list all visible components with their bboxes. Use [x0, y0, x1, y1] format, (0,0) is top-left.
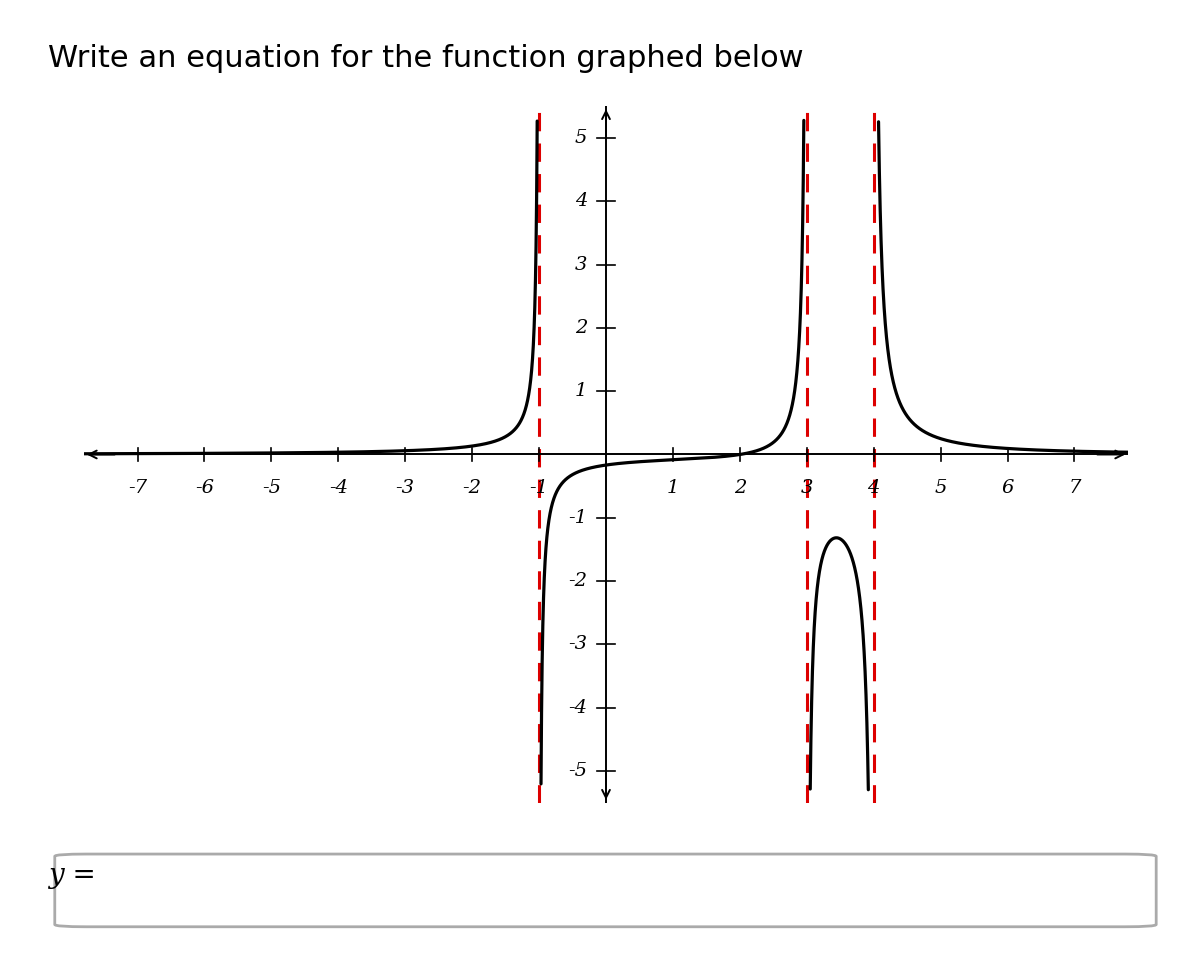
Text: 2: 2 — [575, 319, 587, 337]
Text: 5: 5 — [935, 479, 947, 496]
Text: 2: 2 — [733, 479, 746, 496]
Text: -7: -7 — [128, 479, 148, 496]
Text: 7: 7 — [1068, 479, 1081, 496]
Text: -2: -2 — [463, 479, 481, 496]
Text: -4: -4 — [569, 699, 587, 717]
Text: -2: -2 — [569, 572, 587, 590]
Text: -1: -1 — [529, 479, 548, 496]
Text: 5: 5 — [575, 129, 587, 147]
FancyBboxPatch shape — [55, 854, 1156, 926]
Text: -1: -1 — [569, 509, 587, 527]
Text: -5: -5 — [569, 762, 587, 780]
Text: 4: 4 — [868, 479, 880, 496]
Text: 3: 3 — [800, 479, 812, 496]
Text: -5: -5 — [262, 479, 281, 496]
Text: 1: 1 — [575, 382, 587, 400]
Text: -3: -3 — [569, 635, 587, 654]
Text: y =: y = — [48, 862, 96, 889]
Text: 6: 6 — [1001, 479, 1014, 496]
Text: -4: -4 — [329, 479, 348, 496]
Text: 1: 1 — [667, 479, 679, 496]
Text: -3: -3 — [396, 479, 415, 496]
Text: -6: -6 — [194, 479, 214, 496]
Text: 4: 4 — [575, 192, 587, 210]
Text: 3: 3 — [575, 255, 587, 274]
Text: Write an equation for the function graphed below: Write an equation for the function graph… — [48, 44, 804, 73]
